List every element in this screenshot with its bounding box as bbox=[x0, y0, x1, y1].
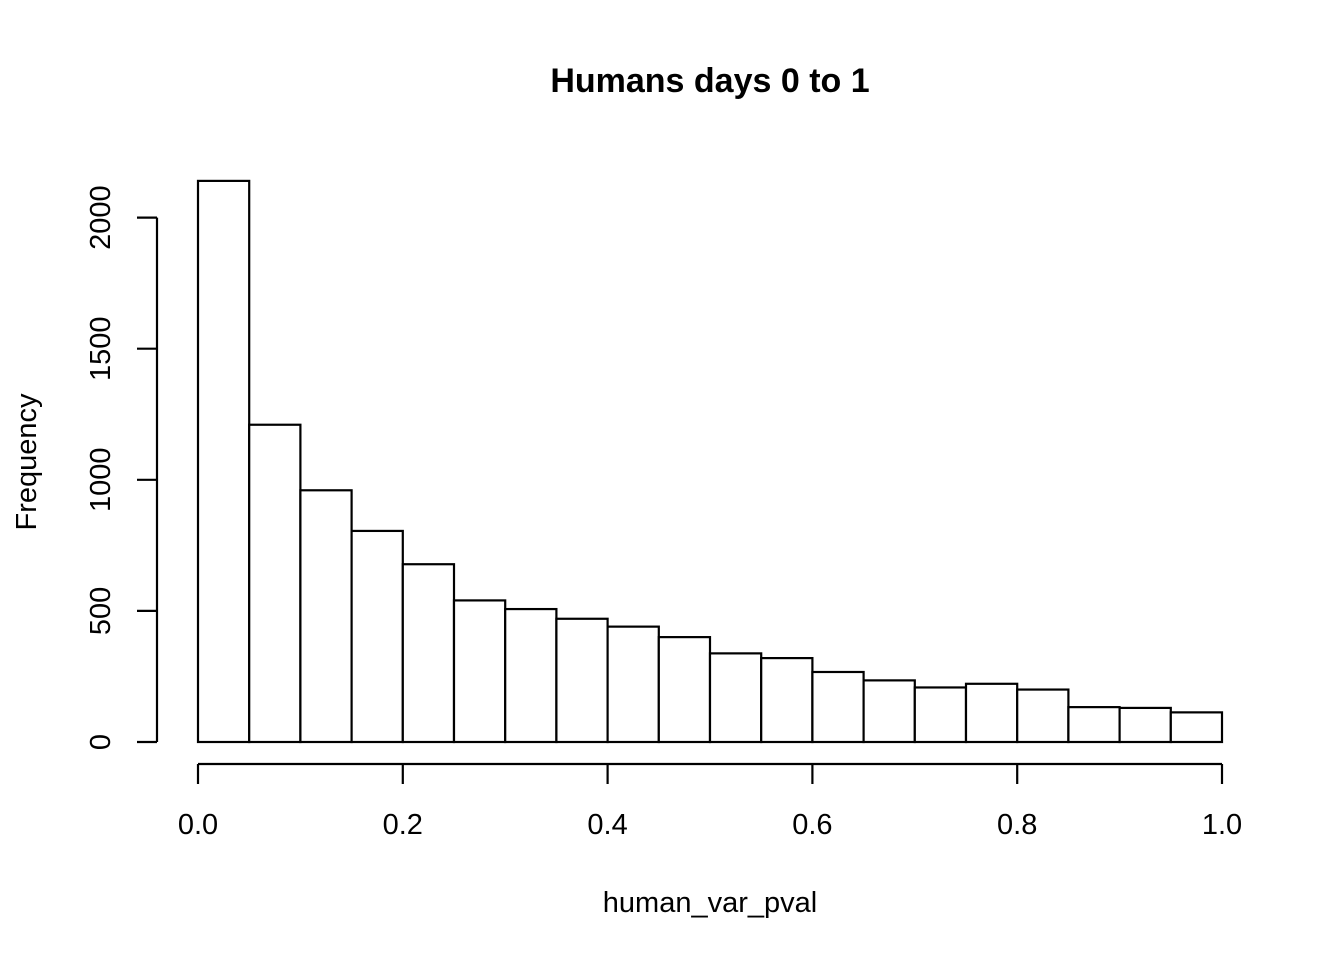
y-tick-label: 1500 bbox=[85, 316, 117, 381]
histogram-bar bbox=[555, 617, 609, 744]
x-tick-label: 1.0 bbox=[1202, 809, 1242, 841]
histogram-bar bbox=[964, 682, 1019, 744]
histogram-bar bbox=[350, 529, 404, 744]
x-tick-label: 0.4 bbox=[587, 809, 627, 841]
histogram-bar bbox=[657, 636, 712, 744]
histogram-bar bbox=[401, 563, 456, 744]
histogram-bar bbox=[811, 670, 865, 744]
histogram-bar bbox=[1067, 706, 1121, 744]
x-tick-label: 0.6 bbox=[792, 809, 832, 841]
y-axis-label: Frequency bbox=[11, 393, 43, 531]
histogram-bar bbox=[913, 686, 968, 744]
x-tick-label: 0.2 bbox=[383, 809, 423, 841]
histogram-bar bbox=[452, 599, 507, 744]
histogram-bar bbox=[606, 625, 660, 744]
x-axis: 0.0 0.2 0.4 0.6 0.8 1.0 bbox=[178, 762, 1242, 841]
y-tick-label: 500 bbox=[85, 587, 117, 635]
histogram-bar bbox=[196, 179, 251, 744]
histogram-bar bbox=[1169, 711, 1224, 744]
y-tick-label: 0 bbox=[85, 734, 117, 750]
histogram-bar bbox=[1016, 688, 1070, 744]
histogram-bar bbox=[248, 423, 302, 744]
y-axis: 0 500 1000 1500 2000 bbox=[85, 185, 159, 750]
histogram-bar bbox=[504, 607, 558, 744]
x-tick-label: 0.0 bbox=[178, 809, 218, 841]
histogram-bar bbox=[760, 656, 814, 744]
histogram-bar bbox=[708, 652, 763, 744]
histogram-bar bbox=[862, 679, 916, 744]
histogram-bar bbox=[1118, 706, 1172, 744]
x-axis-label: human_var_pval bbox=[603, 887, 817, 919]
chart-title: Humans days 0 to 1 bbox=[550, 62, 869, 100]
bars-group bbox=[196, 179, 1224, 744]
x-tick-label: 0.8 bbox=[997, 809, 1037, 841]
histogram-bar bbox=[299, 489, 353, 744]
y-tick-label: 1000 bbox=[85, 448, 117, 513]
y-tick-label: 2000 bbox=[85, 185, 117, 250]
